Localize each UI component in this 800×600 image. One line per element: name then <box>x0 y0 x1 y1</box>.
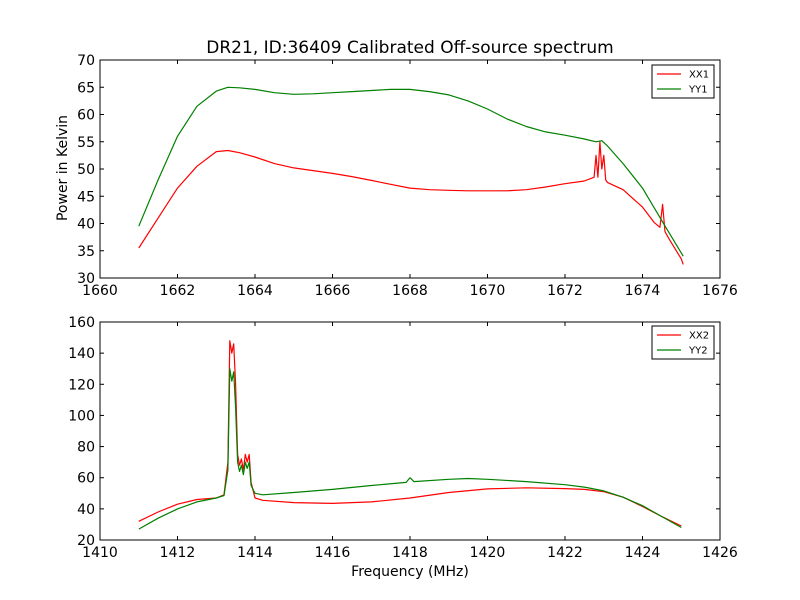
y-tick-label-80: 80 <box>77 440 95 456</box>
x-tick-label-1660: 1660 <box>82 283 118 299</box>
y-tick-label-30: 30 <box>77 271 95 287</box>
bottom-series-lines <box>138 340 682 530</box>
y-axis-label: Power in Kelvin <box>55 115 71 221</box>
x-tick-label-1672: 1672 <box>547 283 583 299</box>
y-tick-label-140: 140 <box>68 346 95 362</box>
y-tick-label-35: 35 <box>77 244 95 260</box>
y-tick-label-100: 100 <box>68 408 95 424</box>
top-plot-border <box>99 59 721 279</box>
series-line-xx2 <box>138 340 682 527</box>
y-tick-label-20: 20 <box>77 533 95 549</box>
top-series-lines <box>138 86 684 265</box>
x-tick-label-1418: 1418 <box>392 545 428 561</box>
legend-label-yy2: YY2 <box>688 346 708 357</box>
x-tick-label-1668: 1668 <box>392 283 428 299</box>
bottom-axis-ticks: 1410 1412 1414 1416 1418 1420 1422 1424 1426 20 40… <box>68 315 738 561</box>
bottom-legend-box <box>651 325 715 360</box>
x-axis-label: Frequency (MHz) <box>351 564 469 580</box>
y-tick-label-60: 60 <box>77 471 95 487</box>
y-tick-label-65: 65 <box>77 80 95 96</box>
y-tick-label-40: 40 <box>77 217 95 233</box>
bottom-panel: 1410 1412 1414 1416 1418 1420 1422 1424 1426 20 40… <box>68 315 738 580</box>
y-tick-label-120: 120 <box>68 377 95 393</box>
y-tick-label-60: 60 <box>77 108 95 124</box>
x-tick-label-1666: 1666 <box>315 283 351 299</box>
y-tick-label-70: 70 <box>77 53 95 69</box>
x-tick-label-1674: 1674 <box>625 283 661 299</box>
top-plot-frame <box>100 60 720 278</box>
chart-title: DR21, ID:36409 Calibrated Off-source spe… <box>206 38 613 58</box>
x-tick-label-1412: 1412 <box>160 545 196 561</box>
x-tick-label-1426: 1426 <box>702 545 738 561</box>
x-tick-label-1414: 1414 <box>237 545 273 561</box>
y-tick-label-160: 160 <box>68 315 95 331</box>
top-legend-box <box>651 64 715 99</box>
top-legend: XX1 YY1 <box>651 64 715 99</box>
series-line-yy1 <box>138 86 684 257</box>
x-tick-label-1424: 1424 <box>625 545 661 561</box>
y-tick-label-55: 55 <box>77 135 95 151</box>
x-tick-label-1422: 1422 <box>547 545 583 561</box>
x-tick-label-1670: 1670 <box>470 283 506 299</box>
series-line-xx1 <box>138 141 684 265</box>
x-tick-label-1416: 1416 <box>315 545 351 561</box>
legend-label-xx1: XX1 <box>689 70 709 81</box>
top-panel: DR21, ID:36409 Calibrated Off-source spe… <box>55 38 738 299</box>
bottom-plot-frame <box>100 322 720 540</box>
y-tick-label-45: 45 <box>77 189 95 205</box>
legend-label-xx2: XX2 <box>689 331 709 342</box>
top-axis-ticks: 1660 1662 1664 1666 1668 1670 1672 1674 1676 30 35… <box>77 53 738 299</box>
y-tick-label-40: 40 <box>77 502 95 518</box>
bottom-legend: XX2 YY2 <box>651 325 715 360</box>
series-line-yy2 <box>138 368 682 530</box>
x-tick-label-1662: 1662 <box>160 283 196 299</box>
x-tick-label-1420: 1420 <box>470 545 506 561</box>
x-tick-label-1410: 1410 <box>82 545 118 561</box>
y-tick-label-50: 50 <box>77 162 95 178</box>
bottom-plot-border <box>99 321 721 541</box>
x-tick-label-1664: 1664 <box>237 283 273 299</box>
legend-label-yy1: YY1 <box>688 85 708 96</box>
x-tick-label-1676: 1676 <box>702 283 738 299</box>
